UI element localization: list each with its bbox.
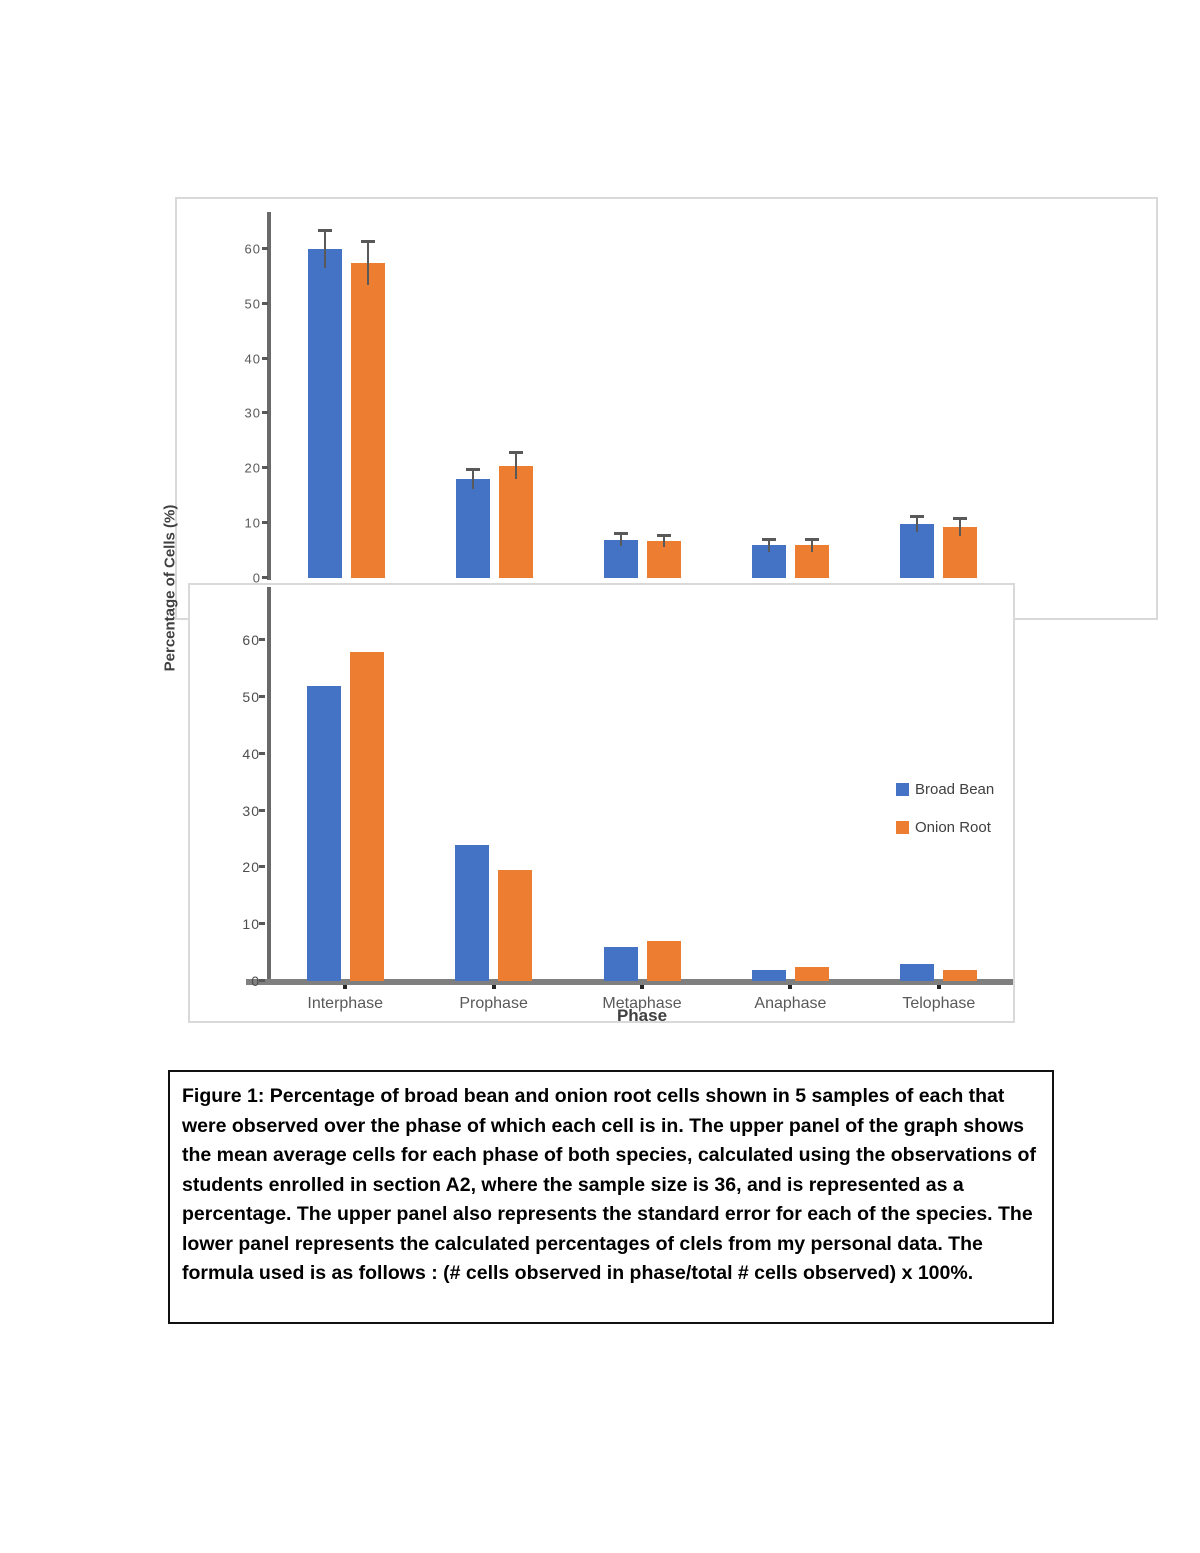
error-bar bbox=[768, 538, 771, 552]
x-axis-title: Phase bbox=[616, 1006, 668, 1025]
bar-onion-root-telophase bbox=[943, 969, 978, 981]
x-category-label-metaphase: Metaphase bbox=[602, 995, 682, 1012]
bar-group-prophase bbox=[419, 589, 567, 989]
bar-group-interphase bbox=[271, 589, 419, 989]
legend-item-onion-root: Onion Root bbox=[896, 819, 994, 836]
y-tick-label-10: 10 bbox=[242, 916, 260, 933]
bar-broad-bean-interphase bbox=[307, 229, 342, 578]
bar-broad-bean-telophase bbox=[900, 516, 935, 578]
bar-broad-bean-metaphase bbox=[604, 533, 638, 578]
y-tick-label-60: 60 bbox=[242, 632, 260, 649]
error-bar bbox=[323, 229, 326, 269]
y-tick-mark bbox=[262, 411, 268, 415]
bar-broad-bean-anaphase bbox=[752, 538, 787, 578]
y-tick-label-40: 40 bbox=[244, 351, 261, 367]
legend-swatch-onion-root bbox=[896, 821, 909, 834]
upper-chart-panel: 0 10 20 30 40 50 60 bbox=[175, 197, 1158, 620]
y-tick-label-10: 10 bbox=[244, 515, 261, 531]
error-bar bbox=[811, 538, 814, 552]
bar-broad-bean-interphase bbox=[306, 685, 341, 981]
bar-onion-root-telophase bbox=[943, 517, 978, 578]
y-tick-mark bbox=[262, 246, 268, 250]
y-tick-label-50: 50 bbox=[244, 296, 261, 312]
y-tick-mark bbox=[259, 694, 265, 698]
y-tick-mark bbox=[259, 638, 265, 642]
y-tick-label-50: 50 bbox=[242, 688, 260, 705]
bar-onion-root-interphase bbox=[349, 651, 384, 981]
y-tick-mark bbox=[259, 922, 265, 926]
bar-onion-root-prophase bbox=[498, 451, 533, 578]
y-tick-mark bbox=[259, 979, 265, 982]
error-bar bbox=[514, 451, 517, 480]
plot-area bbox=[262, 216, 1013, 579]
x-category-label-prophase: Prophase bbox=[459, 995, 528, 1012]
bar-broad-bean-prophase bbox=[455, 844, 490, 981]
bar-onion-root-anaphase bbox=[795, 538, 830, 578]
legend-label-onion-root: Onion Root bbox=[915, 819, 991, 836]
bar-group-anaphase bbox=[717, 216, 865, 578]
legend-item-broad-bean: Broad Bean bbox=[896, 781, 994, 798]
y-tick-mark bbox=[259, 808, 265, 812]
bar-group-telophase bbox=[865, 216, 1013, 578]
y-tick-mark bbox=[262, 301, 268, 305]
y-tick-label-0: 0 bbox=[251, 973, 260, 989]
x-category-label-telophase: Telophase bbox=[902, 995, 976, 1012]
bar-broad-bean-metaphase bbox=[603, 946, 638, 981]
x-axis-line bbox=[246, 979, 1013, 985]
error-bar bbox=[620, 533, 622, 547]
y-tick-mark bbox=[262, 356, 268, 360]
y-tick-label-20: 20 bbox=[244, 460, 261, 476]
legend-swatch-broad-bean bbox=[896, 783, 909, 796]
bar-broad-bean-prophase bbox=[455, 469, 490, 578]
y-tick-label-0: 0 bbox=[252, 570, 261, 586]
y-tick-label-30: 30 bbox=[244, 405, 261, 421]
bar-group-prophase bbox=[420, 216, 568, 578]
bar-broad-bean-anaphase bbox=[751, 969, 786, 981]
y-tick-mark bbox=[262, 466, 268, 470]
legend: Broad Bean Onion Root bbox=[896, 781, 994, 836]
bar-broad-bean-telophase bbox=[900, 963, 935, 981]
error-bar bbox=[471, 469, 474, 490]
bar-group-anaphase bbox=[716, 589, 864, 989]
plot-area bbox=[259, 589, 1013, 989]
bar-onion-root-metaphase bbox=[647, 534, 681, 578]
y-tick-labels: 0 10 20 30 40 50 60 bbox=[177, 216, 263, 584]
x-category-label-anaphase: Anaphase bbox=[754, 995, 827, 1012]
bar-group-metaphase bbox=[568, 589, 716, 989]
error-bar bbox=[959, 517, 962, 537]
bar-group-interphase bbox=[272, 216, 420, 578]
lower-chart-panel: 0 10 20 30 40 50 60 Interphase Prophase Metaphase… bbox=[188, 583, 1015, 1025]
error-bar bbox=[366, 240, 369, 285]
y-tick-label-40: 40 bbox=[242, 745, 260, 762]
bar-group-telophase bbox=[865, 589, 1013, 989]
y-tick-mark bbox=[262, 521, 268, 525]
bar-group-metaphase bbox=[568, 216, 716, 578]
bar-onion-root-interphase bbox=[350, 240, 385, 578]
y-tick-label-60: 60 bbox=[244, 241, 261, 257]
y-tick-labels: 0 10 20 30 40 50 60 bbox=[190, 589, 262, 988]
y-tick-mark bbox=[259, 751, 265, 755]
y-tick-label-30: 30 bbox=[242, 802, 260, 819]
bar-onion-root-prophase bbox=[498, 870, 533, 981]
legend-label-broad-bean: Broad Bean bbox=[915, 781, 995, 798]
bar-onion-root-anaphase bbox=[794, 966, 829, 981]
bar-onion-root-metaphase bbox=[646, 941, 681, 981]
figure-caption-text: Figure 1: Percentage of broad bean and o… bbox=[182, 1085, 1036, 1284]
y-axis-line bbox=[267, 587, 271, 981]
x-category-label-interphase: Interphase bbox=[307, 995, 383, 1012]
figure-caption-box: Figure 1: Percentage of broad bean and o… bbox=[168, 1070, 1054, 1324]
y-tick-mark bbox=[259, 865, 265, 869]
y-tick-mark bbox=[262, 576, 268, 579]
x-category-labels: Interphase Prophase Metaphase Anaphase Telop… bbox=[271, 995, 1013, 1013]
error-bar bbox=[663, 534, 665, 547]
y-axis-line bbox=[267, 212, 271, 580]
y-tick-label-20: 20 bbox=[242, 859, 260, 876]
error-bar bbox=[916, 516, 919, 533]
y-axis-title: Percentage of Cells (%) bbox=[161, 504, 179, 672]
